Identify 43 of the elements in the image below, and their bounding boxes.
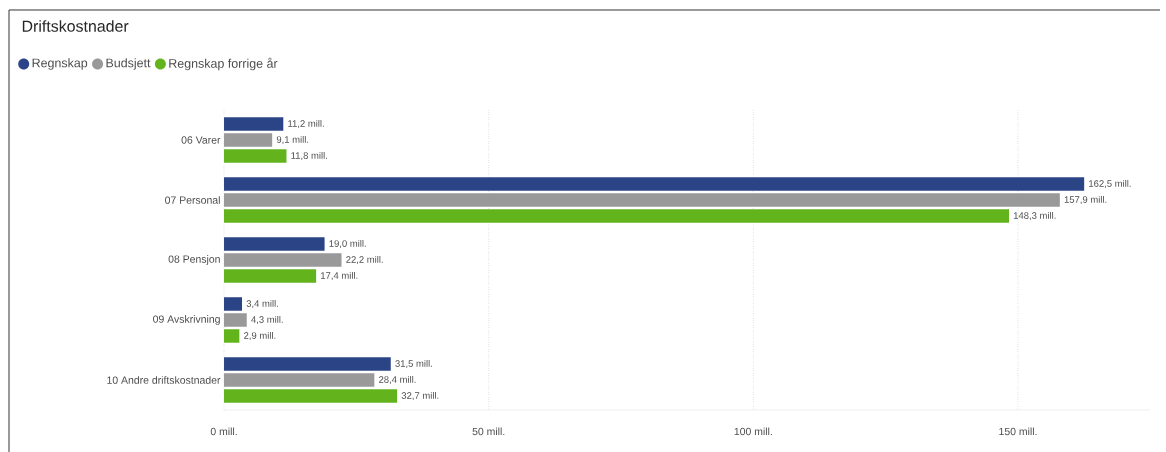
- x-tick-label: 100 mill.: [734, 427, 772, 436]
- bar: [224, 117, 284, 131]
- legend-label: Budsjett: [106, 58, 151, 70]
- bar: [224, 269, 317, 283]
- x-tick-label: 150 mill.: [999, 427, 1037, 436]
- bar: [224, 297, 243, 311]
- bar: [224, 149, 287, 163]
- bar: [224, 373, 375, 387]
- legend-label: Regnskap forrige år: [169, 57, 278, 71]
- bar: [224, 329, 240, 343]
- bar: [224, 389, 398, 403]
- y-tick-label: 10 Andre driftskostnader: [107, 376, 221, 384]
- bar: [224, 237, 325, 251]
- x-tick-label: 50 mill.: [472, 427, 505, 436]
- data-label: 148,3 mill.: [1013, 211, 1056, 221]
- data-label: 11,2 mill.: [288, 119, 324, 129]
- x-tick-label: 0 mill.: [210, 427, 237, 436]
- bar: [224, 193, 1060, 207]
- text: Driftskostnader: [22, 20, 129, 32]
- data-label: 2,9 mill.: [244, 331, 276, 341]
- bar: [224, 177, 1085, 191]
- legend-label: Regnskap: [32, 58, 88, 70]
- data-label: 3,4 mill.: [246, 299, 278, 309]
- y-tick-label: 09 Avskrivning: [153, 315, 220, 325]
- bar: [224, 357, 391, 371]
- y-tick-label: 07 Personal: [165, 196, 220, 204]
- bar: [224, 253, 342, 267]
- data-label: 4,3 mill.: [251, 315, 283, 325]
- data-label: 28,4 mill.: [379, 375, 416, 385]
- data-label: 22,2 mill.: [346, 255, 383, 265]
- data-label: 32,7 mill.: [401, 391, 439, 401]
- bar: [224, 313, 247, 327]
- data-label: 19,0 mill.: [329, 239, 366, 249]
- data-label: 31,5 mill.: [395, 359, 432, 369]
- data-label: 9,1 mill.: [276, 135, 309, 145]
- data-label: 11,8 mill.: [291, 151, 327, 161]
- data-label: 157,9 mill.: [1064, 195, 1107, 205]
- data-label: 17,4 mill.: [321, 271, 358, 281]
- bar: [224, 133, 273, 147]
- data-label: 162,5 mill.: [1089, 179, 1131, 189]
- y-tick-label: 06 Varer: [181, 136, 221, 144]
- y-tick-label: 08 Pensjon: [168, 255, 220, 265]
- bar: [224, 209, 1010, 223]
